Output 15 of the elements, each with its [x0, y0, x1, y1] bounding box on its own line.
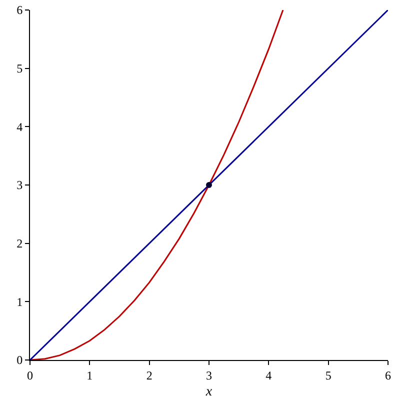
y-tick-label: 2 — [16, 236, 23, 251]
y-tick-label: 6 — [16, 3, 23, 18]
y-tick-label: 4 — [16, 120, 23, 134]
x-tick-label: 6 — [385, 368, 391, 382]
x-tick-label: 0 — [27, 368, 33, 382]
y-tick-label: 5 — [16, 62, 23, 76]
x-tick-label: 3 — [206, 368, 212, 382]
x-tick-label: 5 — [325, 368, 332, 382]
y-tick-label: 1 — [16, 294, 23, 309]
y-tick-label: 0 — [16, 353, 23, 368]
x-tick-label: 2 — [146, 368, 152, 382]
y-tick-label: 3 — [16, 178, 23, 192]
x-axis-title: x — [204, 384, 213, 400]
x-tick-label: 4 — [266, 368, 272, 382]
x-tick-label: 1 — [86, 368, 93, 382]
